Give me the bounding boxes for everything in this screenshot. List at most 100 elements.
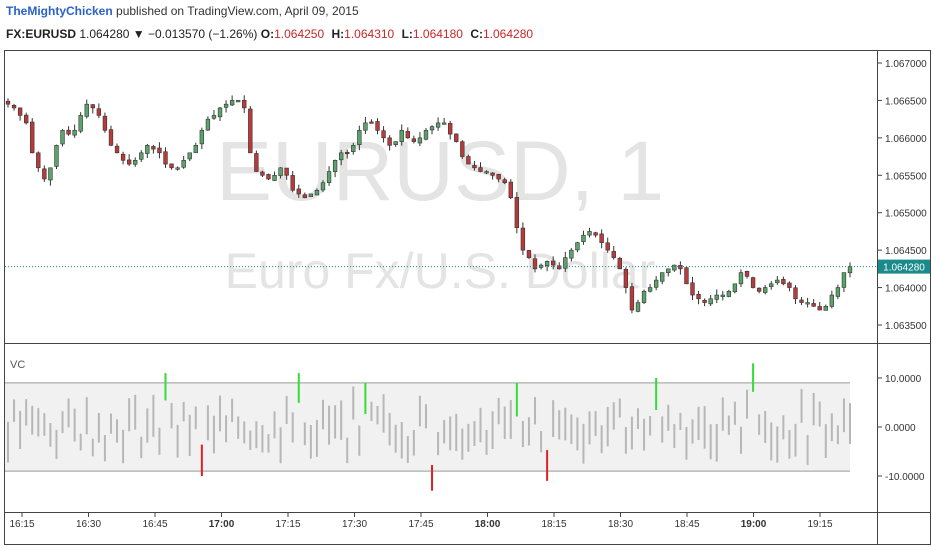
vc-bar (649, 416, 652, 436)
vc-bar (261, 425, 264, 453)
vc-bar (279, 427, 282, 464)
candle-body (623, 269, 629, 288)
candle-body (199, 130, 205, 145)
vc-bar (552, 400, 555, 437)
candle-body (60, 130, 65, 145)
vc-bar (134, 394, 137, 430)
candle-body (48, 167, 53, 181)
vc-bar (679, 412, 682, 431)
vc-bar (400, 422, 403, 459)
vc-bar (558, 410, 561, 440)
vc-bar (600, 425, 603, 454)
vc-axis[interactable]: 10.0000 0.0000 -10.0000 (877, 374, 925, 483)
vc-bar (697, 406, 700, 441)
candle-body (429, 126, 435, 131)
vc-bar (340, 400, 343, 440)
vc-bar (509, 400, 512, 439)
vc-bar (31, 405, 34, 435)
vc-bar (328, 405, 331, 445)
candle-body (441, 122, 447, 125)
vc-bar (830, 413, 833, 442)
candle-body (732, 283, 738, 293)
candle-body (114, 145, 120, 154)
candle-body (478, 167, 483, 172)
vc-bar (358, 425, 361, 456)
candle-body (769, 283, 774, 287)
vc-bar (788, 430, 791, 459)
candle-body (417, 137, 423, 144)
time-axis[interactable]: 16:15 16:30 16:45 17:00 17:15 17:30 17:45 18:00… (9, 512, 833, 530)
candle-body (126, 159, 132, 165)
candle-body (375, 121, 380, 131)
candle-body (42, 168, 47, 180)
vc-bar (146, 408, 149, 443)
candle-body (775, 279, 780, 283)
candle-body (30, 121, 35, 154)
vc-bar (612, 402, 615, 430)
price-candles (5, 95, 853, 314)
vc-bar (424, 404, 427, 429)
candle-body (332, 160, 338, 173)
candle-body (793, 287, 798, 300)
vc-bar (582, 423, 585, 464)
vc-bar (521, 420, 524, 448)
vc-bar (37, 408, 40, 437)
price-tick-label: 1.066500 (885, 96, 927, 107)
candle-body (617, 258, 622, 270)
time-tick-label: 17:30 (342, 519, 367, 530)
candle-body (345, 151, 350, 155)
candle-body (726, 291, 732, 297)
vc-bar (406, 436, 409, 463)
candle-body (36, 152, 41, 169)
candle-body (290, 175, 295, 191)
price-axis[interactable]: 1.067000 1.066500 1.066000 1.065500 1.065000… (877, 59, 927, 332)
price-tick-label: 1.063500 (885, 321, 927, 332)
candle-body (466, 156, 471, 165)
candle-body (351, 145, 356, 152)
candle-body (266, 174, 271, 180)
vc-bar (715, 423, 718, 462)
time-tick-label: 16:45 (142, 519, 167, 530)
vc-bar (636, 408, 639, 429)
vc-bar (727, 415, 730, 435)
last-price-label: 1.064280 (883, 263, 925, 274)
vc-bar (606, 406, 609, 447)
candle-body (841, 272, 847, 288)
vc-bar (540, 431, 543, 453)
candle-body (708, 298, 713, 305)
vc-bar (225, 415, 228, 443)
candle-body (139, 152, 144, 160)
candle-body (302, 194, 307, 199)
vc-bar (67, 398, 70, 428)
vc-bar (346, 437, 349, 464)
vc-bar (588, 411, 591, 445)
candle-body (544, 261, 550, 266)
candle-body (502, 179, 507, 184)
vc-bar (534, 397, 537, 425)
vc-bar (61, 411, 64, 434)
candle-body (714, 294, 719, 300)
author-name[interactable]: TheMightyChicken (6, 4, 113, 18)
vc-bar (461, 428, 464, 460)
vc-bar (770, 422, 773, 461)
vc-bar (309, 424, 312, 459)
candle-body (399, 130, 404, 142)
vc-bar (824, 424, 827, 459)
candle-body (532, 258, 538, 270)
vc-bar (794, 423, 797, 457)
vc-bar (491, 411, 494, 449)
vc-bar (497, 397, 500, 425)
vc-bar (818, 401, 821, 427)
candle-body (666, 268, 671, 274)
candle-body (236, 100, 241, 103)
candle-body (756, 287, 762, 292)
candle-body (696, 294, 701, 300)
candle-body (260, 171, 265, 176)
symbol-label[interactable]: FX:EURUSD (6, 27, 77, 41)
vc-bar (812, 392, 815, 426)
candle-body (393, 141, 398, 145)
candle-body (744, 270, 750, 277)
vc-bar (473, 421, 476, 447)
vc-pane[interactable] (5, 363, 851, 491)
